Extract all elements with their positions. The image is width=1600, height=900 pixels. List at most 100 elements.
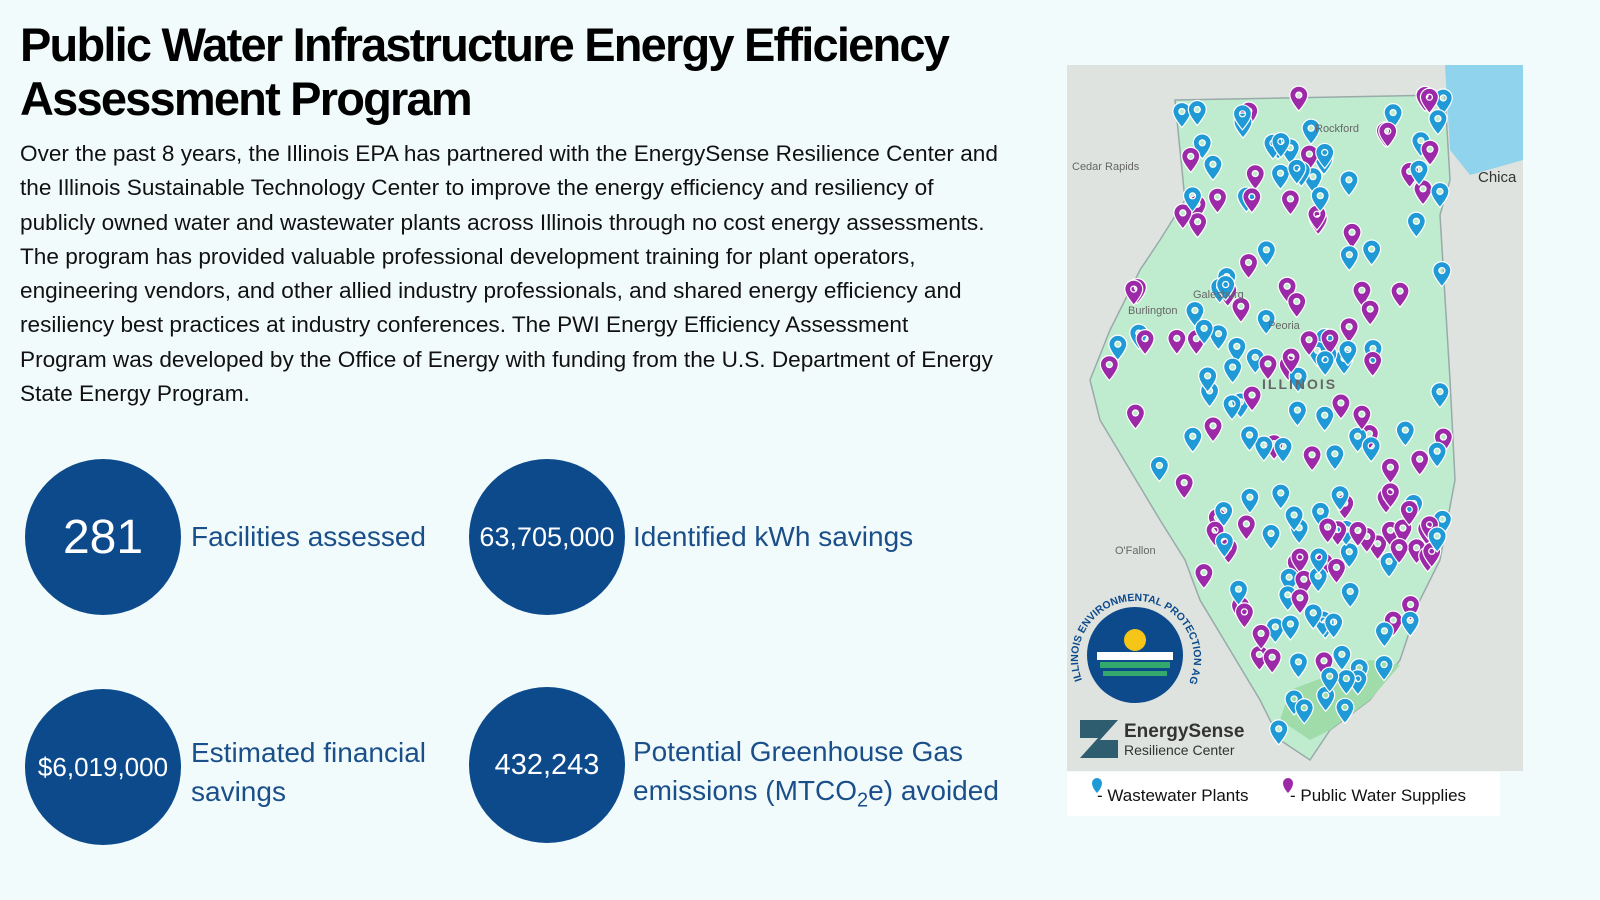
map-pin [1393,518,1413,545]
map-pin [1289,85,1309,113]
map-pin [1361,436,1381,463]
brand-name: EnergySense [1124,721,1244,742]
legend-pin [1283,778,1293,793]
map-pin [1230,392,1251,419]
stat-circle: 281 [25,459,181,615]
map-pin [1334,348,1354,376]
map-pin [1331,393,1351,420]
map-pin [1291,160,1311,188]
map-pin [1390,281,1410,309]
map-pin [1400,161,1420,189]
map-pin [1418,546,1438,573]
place-label: Galesburg [1193,289,1244,301]
map-pin [1271,131,1291,159]
map-pin [1308,566,1328,593]
map-pin [1264,433,1284,461]
map-pin [1404,493,1424,521]
legend-label: - Public Water Supplies [1290,786,1466,805]
map-pin [1284,505,1304,532]
map-pin [1318,344,1338,371]
map-pin [1207,507,1227,535]
map-pin [1284,689,1304,716]
map-pin [1288,366,1308,394]
map-pin [1099,354,1119,382]
map-pin [1363,338,1383,366]
map-pin [1232,104,1253,131]
stat-label: Facilities assessed [191,521,426,552]
map-pin [1315,327,1335,355]
map-pin [1374,621,1395,648]
map-pin [1301,118,1321,146]
map-pin [1307,340,1328,368]
map-pin [1348,520,1368,548]
map-pin [1240,487,1260,515]
map-pin [1383,610,1403,637]
map-pin [1251,623,1271,651]
map-pin [1278,355,1298,382]
map-pin [1383,103,1403,130]
map-pin [1328,520,1348,547]
stat-circle: 63,705,000 [469,459,625,615]
map-pin [1432,261,1452,288]
place-label: Burlington [1128,305,1178,317]
map-pin [1135,329,1155,356]
map-pin [1281,347,1301,374]
map-pin [1236,186,1257,213]
map-pin [1261,523,1281,551]
map-pin [1210,277,1230,305]
map-pin [1389,537,1409,565]
map-pin [1124,279,1144,306]
map-pin [1339,245,1359,272]
legend-box [1067,772,1500,816]
map-pin [1287,291,1307,319]
place-label: Peoria [1268,320,1301,332]
map-pin [1239,425,1260,452]
map-pin [1269,719,1289,746]
map-pin [1249,644,1270,672]
map-pin [1192,133,1212,160]
map-pin [1270,163,1291,191]
map-pin [1348,669,1368,696]
map-pin [1234,602,1255,629]
map-pin [1411,131,1431,158]
map-pin [1313,610,1333,637]
state-shape [1089,94,1456,762]
stat-value: $6,019,000 [37,751,169,782]
map-pin [1314,148,1334,176]
map-pin [1185,300,1205,328]
map-pin [1368,534,1388,561]
map-pin [1222,394,1242,421]
map-pin [1324,612,1344,639]
map-pin [1173,203,1193,230]
map-pin [1228,579,1249,607]
label-part: e) avoided [868,775,999,806]
map-pin [1428,109,1448,136]
map-pin [1432,509,1453,537]
subscript: 2 [857,789,869,812]
map-pin [1315,405,1335,433]
map-pin [1167,328,1187,356]
map-pin [1409,159,1429,187]
map-pin [1352,280,1372,308]
place-label: ILLINOIS [1262,376,1337,392]
map-pin [1129,323,1149,351]
map-pin [1245,164,1265,191]
map-pin [1290,547,1310,574]
map-pin [1359,423,1379,451]
map-pin [1380,520,1400,548]
map-pin [1310,501,1331,529]
map-pin [1318,517,1338,544]
map-pin [1205,520,1225,548]
map-pin [1287,158,1307,186]
map-pin [1303,603,1323,630]
map-pin [1194,562,1214,590]
map-pin [1400,610,1420,638]
map-pin [1336,668,1356,696]
map-pin [1315,612,1335,640]
map-pin [1218,537,1239,565]
map-pin [1271,483,1291,510]
map-pin [1236,514,1256,541]
map-pin [1265,617,1285,644]
map-pin [1127,277,1147,305]
